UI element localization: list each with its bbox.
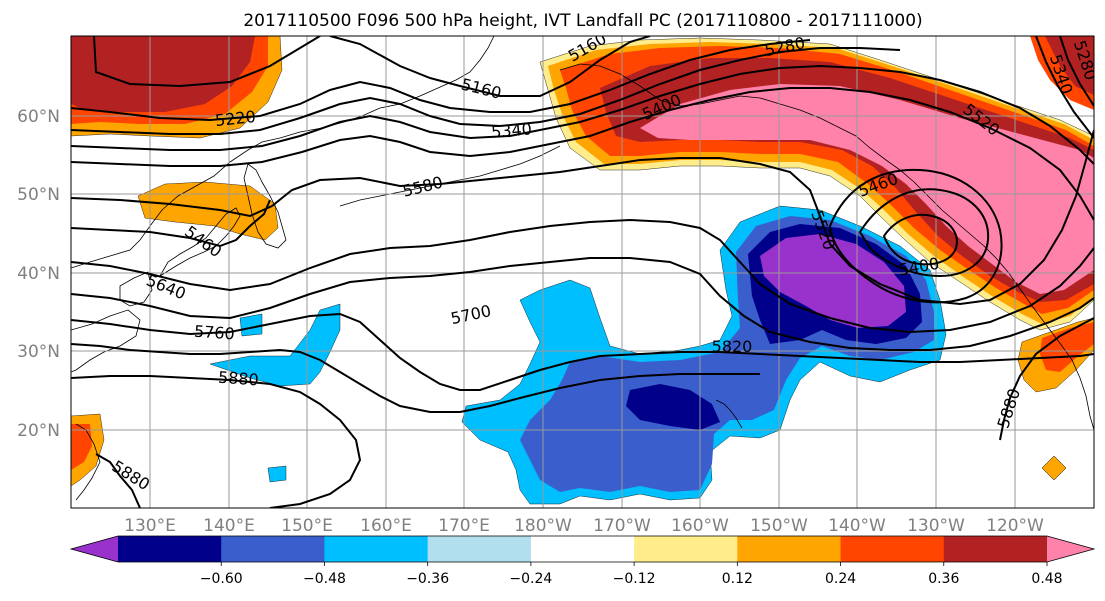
contour-5580 xyxy=(71,129,1094,306)
lat-label-20n: 20°N xyxy=(17,421,60,441)
coast-china xyxy=(71,309,141,373)
anomaly-neg-small2 xyxy=(267,465,287,483)
anomaly-southwest-2 xyxy=(71,424,92,470)
contour-label-16: 5820 xyxy=(712,337,753,356)
lat-label-30n: 30°N xyxy=(17,342,60,362)
colorbar-segment xyxy=(840,536,945,562)
contour-label-17: 5880 xyxy=(217,368,259,390)
lon-label-120w: 120°W xyxy=(986,516,1044,536)
lon-label-170e: 170°E xyxy=(438,516,490,536)
positive-anomaly-fields xyxy=(71,36,1094,487)
contour-5820 xyxy=(71,343,760,413)
coast-hawaii xyxy=(715,399,743,429)
lon-label-150e: 150°E xyxy=(281,516,333,536)
contour-5160-mid xyxy=(329,36,651,97)
contour-5340-east xyxy=(1035,36,1094,139)
colorbar-tick-label: −0.60 xyxy=(200,571,243,587)
colorbar-tick-label: 0.48 xyxy=(1031,571,1062,587)
contour-5880-west xyxy=(71,375,362,508)
lon-label-130e: 130°E xyxy=(124,516,176,536)
height-contours xyxy=(71,36,1094,508)
contour-5160-west xyxy=(93,36,321,88)
coast-kamchatka xyxy=(243,163,287,249)
colorbar-segment xyxy=(118,536,222,562)
coast-japan xyxy=(159,207,241,277)
colorbar-segment xyxy=(943,536,1048,562)
colorbar-tick-label: 0.36 xyxy=(928,571,959,587)
contour-label-2: 5220 xyxy=(214,107,256,130)
contour-5280-east xyxy=(1059,36,1094,107)
anomaly-neg-navy-south xyxy=(626,384,720,430)
colorbar-segment xyxy=(427,536,532,562)
anomaly-siberia-3 xyxy=(71,36,255,112)
contour-5220 xyxy=(71,39,811,122)
anomaly-alaska-pink xyxy=(640,84,1094,294)
anomaly-neg-purple xyxy=(760,234,906,328)
map-title: 2017110500 F096 500 hPa height, IVT Land… xyxy=(243,11,922,31)
contour-5340 xyxy=(71,64,1094,165)
anomaly-japan xyxy=(137,181,279,241)
lon-label-160e: 160°E xyxy=(360,516,412,536)
lon-label-170w: 170°W xyxy=(593,516,651,536)
contour-5400 xyxy=(71,87,1094,221)
anomaly-neg-small xyxy=(239,313,263,337)
lat-label-40n: 40°N xyxy=(17,264,60,284)
contour-5280 xyxy=(71,47,901,135)
colorbar-tick-label: 0.24 xyxy=(825,571,856,587)
colorbar-tick-label: −0.12 xyxy=(613,571,656,587)
contour-5460-west xyxy=(71,199,271,248)
contour-5400-loop xyxy=(882,213,958,266)
contour-5640 xyxy=(71,218,1094,334)
lon-label-180w: 180°W xyxy=(514,516,572,536)
contour-5460-loop xyxy=(858,188,990,278)
colorbar-tick-label: −0.24 xyxy=(509,571,552,587)
lon-label-150w: 150°W xyxy=(750,516,808,536)
colorbar-tick-label: −0.48 xyxy=(303,571,346,587)
colorbar-segment xyxy=(221,536,325,562)
colorbar-tick-label: 0.12 xyxy=(722,571,753,587)
lon-label-130w: 130°W xyxy=(907,516,965,536)
anomaly-alaska-top2 xyxy=(1045,36,1094,95)
lat-label-60n: 60°N xyxy=(17,107,60,127)
colorbar-segment xyxy=(634,536,738,562)
latitude-labels: 60°N 50°N 40°N 30°N 20°N xyxy=(17,107,60,441)
colorbar-segment xyxy=(324,536,429,562)
contour-5760 xyxy=(71,312,1094,391)
colorbar-extend-min xyxy=(71,536,118,562)
contour-5880-south xyxy=(95,453,141,508)
colorbar-extend-max xyxy=(1047,536,1094,562)
lon-label-160w: 160°W xyxy=(671,516,729,536)
colorbar-outline xyxy=(69,535,1096,563)
longitude-labels: 130°E 140°E 150°E 160°E 170°E 180°W 170°… xyxy=(124,516,1044,536)
colorbar-tick-label: −0.36 xyxy=(406,571,449,587)
contour-label-5: 5340 xyxy=(490,119,532,141)
colorbar-segment xyxy=(530,536,635,562)
contour-5700 xyxy=(71,257,1094,351)
lon-label-140w: 140°W xyxy=(828,516,886,536)
contour-5520-loop xyxy=(828,168,1003,304)
colorbar: −0.60 −0.48 −0.36 −0.24 −0.12 0.12 0.24 0.36 0.4… xyxy=(69,535,1096,587)
lat-label-50n: 50°N xyxy=(17,185,60,205)
map-panel: 5160 5220 5160 5280 5340 5400 5520 5580 … xyxy=(71,36,1094,508)
contour-5880-east xyxy=(999,317,1094,441)
anomaly-diamond xyxy=(1041,455,1067,481)
map-frame xyxy=(70,35,1095,509)
colorbar-segment xyxy=(737,536,842,562)
lon-label-140e: 140°E xyxy=(203,516,255,536)
contour-label-15: 5760 xyxy=(193,322,235,344)
